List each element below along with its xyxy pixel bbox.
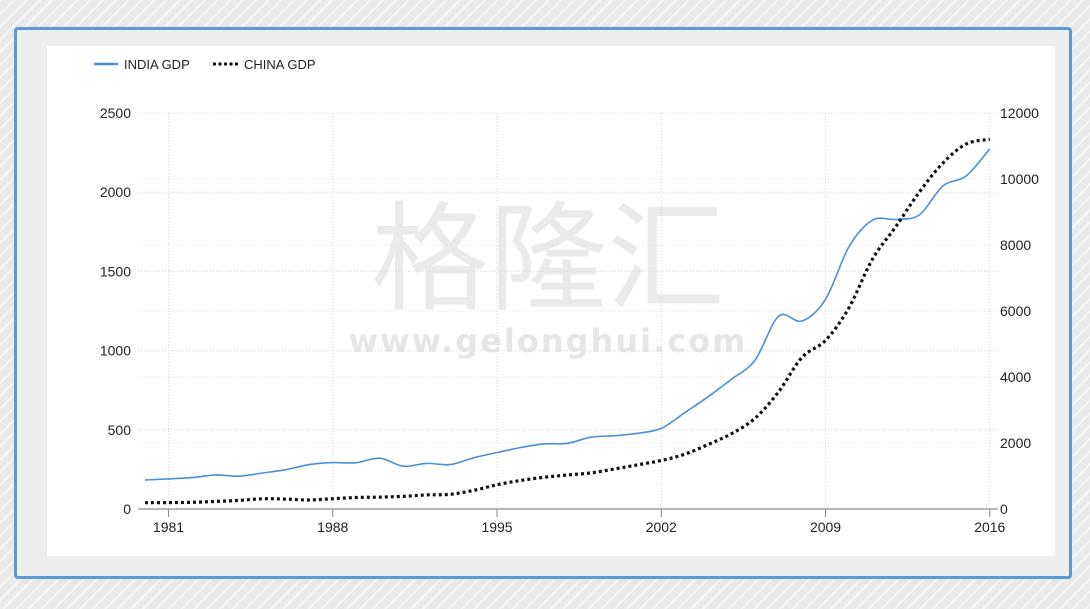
- x-tick-label: 1988: [317, 519, 348, 535]
- left-axis-ticks: 0 500 1000 1500 2000 2500: [100, 105, 131, 517]
- y2-tick-label: 8000: [1000, 237, 1031, 253]
- china-gdp-line: [144, 137, 991, 505]
- chart-panel: [47, 46, 1055, 556]
- watermark-brand: 格隆汇: [371, 190, 725, 328]
- y2-tick-label: 4000: [1000, 369, 1031, 385]
- x-tick-label: 1981: [153, 519, 184, 535]
- y2-tick-label: 6000: [1000, 303, 1031, 319]
- y2-tick-label: 12000: [1000, 105, 1039, 121]
- y-tick-label: 1000: [100, 343, 131, 359]
- y-tick-label: 2500: [100, 105, 131, 121]
- x-tick-label: 2002: [646, 519, 677, 535]
- legend-india-label: INDIA GDP: [124, 57, 190, 72]
- y2-tick-label: 0: [1000, 501, 1008, 517]
- y2-tick-label: 2000: [1000, 435, 1031, 451]
- y2-tick-label: 10000: [1000, 171, 1039, 187]
- y-tick-label: 1500: [100, 263, 131, 279]
- india-gdp-line: [144, 148, 991, 481]
- watermark: 格隆汇 www.gelonghui.com: [348, 190, 747, 360]
- y-tick-label: 500: [108, 422, 132, 438]
- y-tick-label: 2000: [100, 184, 131, 200]
- x-tick-label: 2009: [810, 519, 841, 535]
- x-tick-label: 2016: [974, 519, 1005, 535]
- y-tick-label: 0: [123, 501, 131, 517]
- watermark-url: www.gelonghui.com: [348, 322, 747, 360]
- series-lines: [144, 137, 991, 505]
- x-axis-ticks: 1981 1988 1995 2002 2009 2016: [153, 509, 1006, 535]
- legend: INDIA GDP CHINA GDP: [94, 57, 316, 72]
- x-tick-label: 1995: [481, 519, 512, 535]
- right-axis-ticks: 0 2000 4000 6000 8000 10000 12000: [1000, 105, 1039, 517]
- legend-china-label: CHINA GDP: [244, 57, 316, 72]
